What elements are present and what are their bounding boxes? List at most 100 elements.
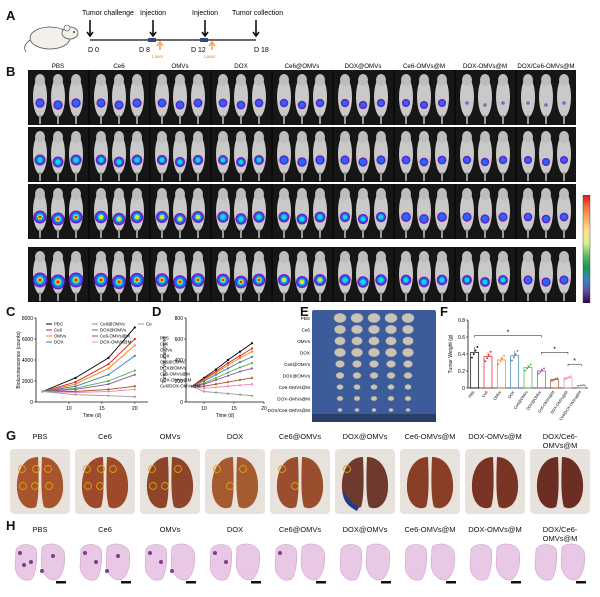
histology-group-label: DOX-OMVs@M <box>468 525 522 534</box>
legend-entry: Ce6-OMVs@M <box>100 334 130 339</box>
metastasis-focus <box>22 563 26 567</box>
legend-entry: OMVs <box>54 334 67 339</box>
mouse-image <box>112 74 126 124</box>
mouse-image <box>129 251 145 301</box>
data-point <box>74 385 77 388</box>
mouse-image <box>277 188 291 238</box>
histology-group-label: Ce6 <box>98 525 112 534</box>
lung-section-left <box>144 544 168 581</box>
data-point <box>74 380 77 384</box>
mouse-image <box>51 188 65 238</box>
tumor-specimen <box>404 395 412 402</box>
lung-group-label: PBS <box>32 432 48 441</box>
mouse-image <box>460 131 474 181</box>
mouse-image <box>478 251 492 301</box>
timeline-event-markers <box>86 20 260 38</box>
tumor-specimen <box>336 384 344 390</box>
significance-star: * <box>573 358 576 365</box>
tumor-row-label: PBS <box>301 316 310 321</box>
lung-section-right <box>430 543 455 581</box>
y-tick-label: 0 <box>180 400 183 406</box>
panel-label-h: H <box>6 518 16 533</box>
metastasis-focus <box>170 569 174 573</box>
lung-group-label: Ce6-OMVs@M <box>404 432 456 441</box>
histology-section <box>400 539 460 585</box>
lung-section-right <box>235 543 260 581</box>
data-point <box>107 356 110 359</box>
scale-bar <box>316 581 326 584</box>
mouse-image <box>496 188 510 238</box>
tumor-row-label: Ce6@OMVs <box>284 362 311 367</box>
data-point <box>214 371 218 374</box>
ivis-group-label: OMVs <box>171 63 188 70</box>
tumor-specimen <box>367 312 381 324</box>
data-point <box>41 390 44 393</box>
mouse-image <box>216 74 230 124</box>
scale-bar <box>56 581 66 584</box>
data-point <box>226 367 230 370</box>
data-point <box>524 369 527 372</box>
mouse-image <box>435 131 449 181</box>
series-line <box>42 370 135 392</box>
metastatic-nodule-marker <box>32 465 40 473</box>
tumor-row-label: Ce6-OMVs@M <box>279 385 310 390</box>
tumor-specimen <box>402 347 414 358</box>
panel-label-g: G <box>6 428 17 443</box>
lung-lobe <box>496 457 519 509</box>
bar <box>496 359 506 389</box>
data-point <box>484 360 487 363</box>
data-point <box>512 356 515 359</box>
significance-bracket <box>567 363 582 367</box>
lung-lobe <box>41 457 64 509</box>
tumor-specimen <box>384 312 398 324</box>
mouse-image <box>295 188 309 238</box>
data-point <box>238 354 242 357</box>
mouse-image <box>521 74 535 124</box>
histology-section <box>140 539 200 585</box>
legend-entry: Ce6@OMVs <box>100 322 126 327</box>
tumor-specimen <box>403 372 413 379</box>
metastasis-focus <box>94 560 98 564</box>
legend-entry: DOX@OMVs <box>160 366 187 371</box>
mouse-image <box>69 188 83 238</box>
data-point <box>226 364 230 367</box>
legend-entry: Ce6 <box>54 328 63 333</box>
y-tick-label: 400 <box>175 358 184 364</box>
mouse-image <box>216 188 230 238</box>
data-point <box>214 386 218 389</box>
data-point <box>238 350 242 353</box>
mouse-image <box>338 251 352 301</box>
lung-section-left <box>339 544 363 581</box>
y-tick-label: 800 <box>175 316 184 322</box>
metastatic-nodule-marker <box>239 465 247 473</box>
tumor-specimen <box>368 347 380 358</box>
mouse-image <box>557 131 571 181</box>
x-tick-label: PBS <box>468 390 476 399</box>
mouse-image <box>521 131 535 181</box>
tumor-specimen <box>401 312 415 324</box>
ivis-group-label: DOX/Ce6-OMVs@M <box>517 63 574 70</box>
tumor-specimen <box>354 407 360 412</box>
lung-group-label: DOX@OMVs <box>342 432 388 441</box>
series-line <box>42 374 135 392</box>
data-point <box>74 391 77 394</box>
x-tick-label: 10 <box>66 406 72 412</box>
data-point <box>476 346 479 348</box>
tumor-specimen <box>333 312 347 324</box>
mouse-image <box>313 251 327 301</box>
data-point <box>74 388 77 391</box>
legend-entry: DOX-OMVs@M <box>100 340 132 345</box>
series-line <box>191 383 253 389</box>
data-point <box>516 349 519 352</box>
data-point <box>214 378 218 382</box>
mouse-image <box>374 251 388 301</box>
data-point <box>133 337 136 341</box>
tumor-specimen <box>352 360 362 368</box>
mouse-image <box>356 251 370 301</box>
data-point <box>202 379 206 383</box>
data-point <box>107 363 110 366</box>
day-8: D 8 <box>139 47 150 54</box>
mouse-image <box>496 74 510 124</box>
mouse-image <box>173 188 187 238</box>
x-axis-label: Time (d) <box>216 413 235 419</box>
